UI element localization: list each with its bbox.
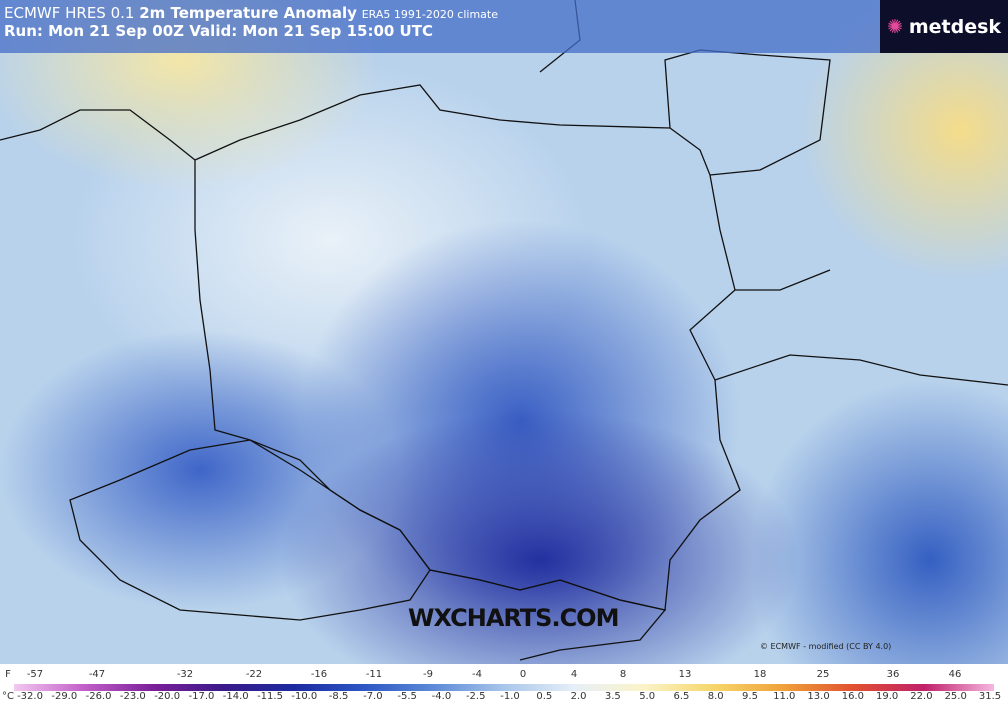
- c-label: 19.0: [876, 691, 899, 702]
- c-label: 2.0: [570, 691, 587, 702]
- c-label: 0.5: [536, 691, 553, 702]
- c-label: -1.0: [500, 691, 520, 702]
- c-label: 22.0: [910, 691, 933, 702]
- color-scale: [14, 684, 994, 691]
- czech-border: [69, 439, 431, 621]
- c-label: -4.0: [431, 691, 452, 702]
- f-label: -9: [423, 669, 433, 680]
- climate: ERA5 1991-2020 climate: [361, 8, 499, 21]
- c-label: 9.5: [742, 691, 758, 702]
- f-label: 4: [570, 669, 578, 680]
- logo-text: metdesk: [908, 15, 1002, 38]
- f-label: 46: [948, 669, 962, 680]
- title: 2m Temperature Anomaly: [139, 4, 357, 22]
- f-label: 25: [816, 669, 830, 680]
- c-label: -26.0: [85, 691, 112, 702]
- f-label: -47: [88, 669, 106, 680]
- f-label: 13: [678, 669, 692, 680]
- f-label: -16: [310, 669, 328, 680]
- f-unit: F: [5, 669, 11, 680]
- f-label: 8: [619, 669, 627, 680]
- title-line: ECMWF HRES 0.1 2m Temperature Anomaly ER…: [4, 4, 498, 22]
- f-label: 18: [753, 669, 767, 680]
- c-label: -20.0: [154, 691, 181, 702]
- f-label: -57: [26, 669, 44, 680]
- c-label: 25.0: [944, 691, 967, 702]
- c-label: 6.5: [673, 691, 690, 702]
- c-label: -5.5: [397, 691, 417, 702]
- c-label: -2.5: [465, 691, 486, 702]
- c-label: -29.0: [51, 691, 78, 702]
- watermark: WXCHARTS.COM: [408, 604, 619, 632]
- title-prefix: ECMWF HRES 0.1: [4, 4, 135, 22]
- c-label: 16.0: [841, 691, 864, 702]
- f-label: -22: [245, 669, 263, 680]
- c-unit: °C: [2, 691, 14, 702]
- c-label: -32.0: [17, 691, 43, 702]
- f-label: -32: [176, 669, 194, 680]
- east-border: [714, 269, 1008, 386]
- f-label: -4: [472, 669, 482, 680]
- c-label: 3.5: [604, 691, 621, 702]
- c-label: 5.0: [639, 691, 656, 702]
- logo: ✺ metdesk: [880, 0, 1008, 53]
- c-label: -8.5: [328, 691, 349, 702]
- f-label: -11: [365, 669, 383, 680]
- c-label: -11.5: [257, 691, 283, 702]
- c-label: 8.0: [707, 691, 724, 702]
- slovak-border: [429, 569, 667, 661]
- poland-border: [194, 84, 741, 611]
- run-info: Run: Mon 21 Sep 00Z Valid: Mon 21 Sep 15…: [4, 22, 433, 40]
- legend: F -57 -47 -32 -22 -16 -11 -9 -4 0 4 8 13 18 25 36 46 °C -3…: [0, 664, 1008, 703]
- logo-icon: ✺: [886, 15, 903, 38]
- header: ECMWF HRES 0.1 2m Temperature Anomaly ER…: [0, 0, 880, 53]
- c-label: 31.5: [978, 691, 1002, 702]
- c-label: -10.0: [291, 691, 318, 702]
- copyright: © ECMWF - modified (CC BY 4.0): [760, 642, 892, 651]
- c-label: 11.0: [773, 691, 796, 702]
- f-label: 0: [519, 669, 527, 680]
- c-label: -7.0: [363, 691, 383, 702]
- f-label: 36: [886, 669, 900, 680]
- c-label: -23.0: [119, 691, 146, 702]
- c-label: -17.0: [188, 691, 215, 702]
- c-label: -14.0: [222, 691, 249, 702]
- c-label: 13.0: [807, 691, 830, 702]
